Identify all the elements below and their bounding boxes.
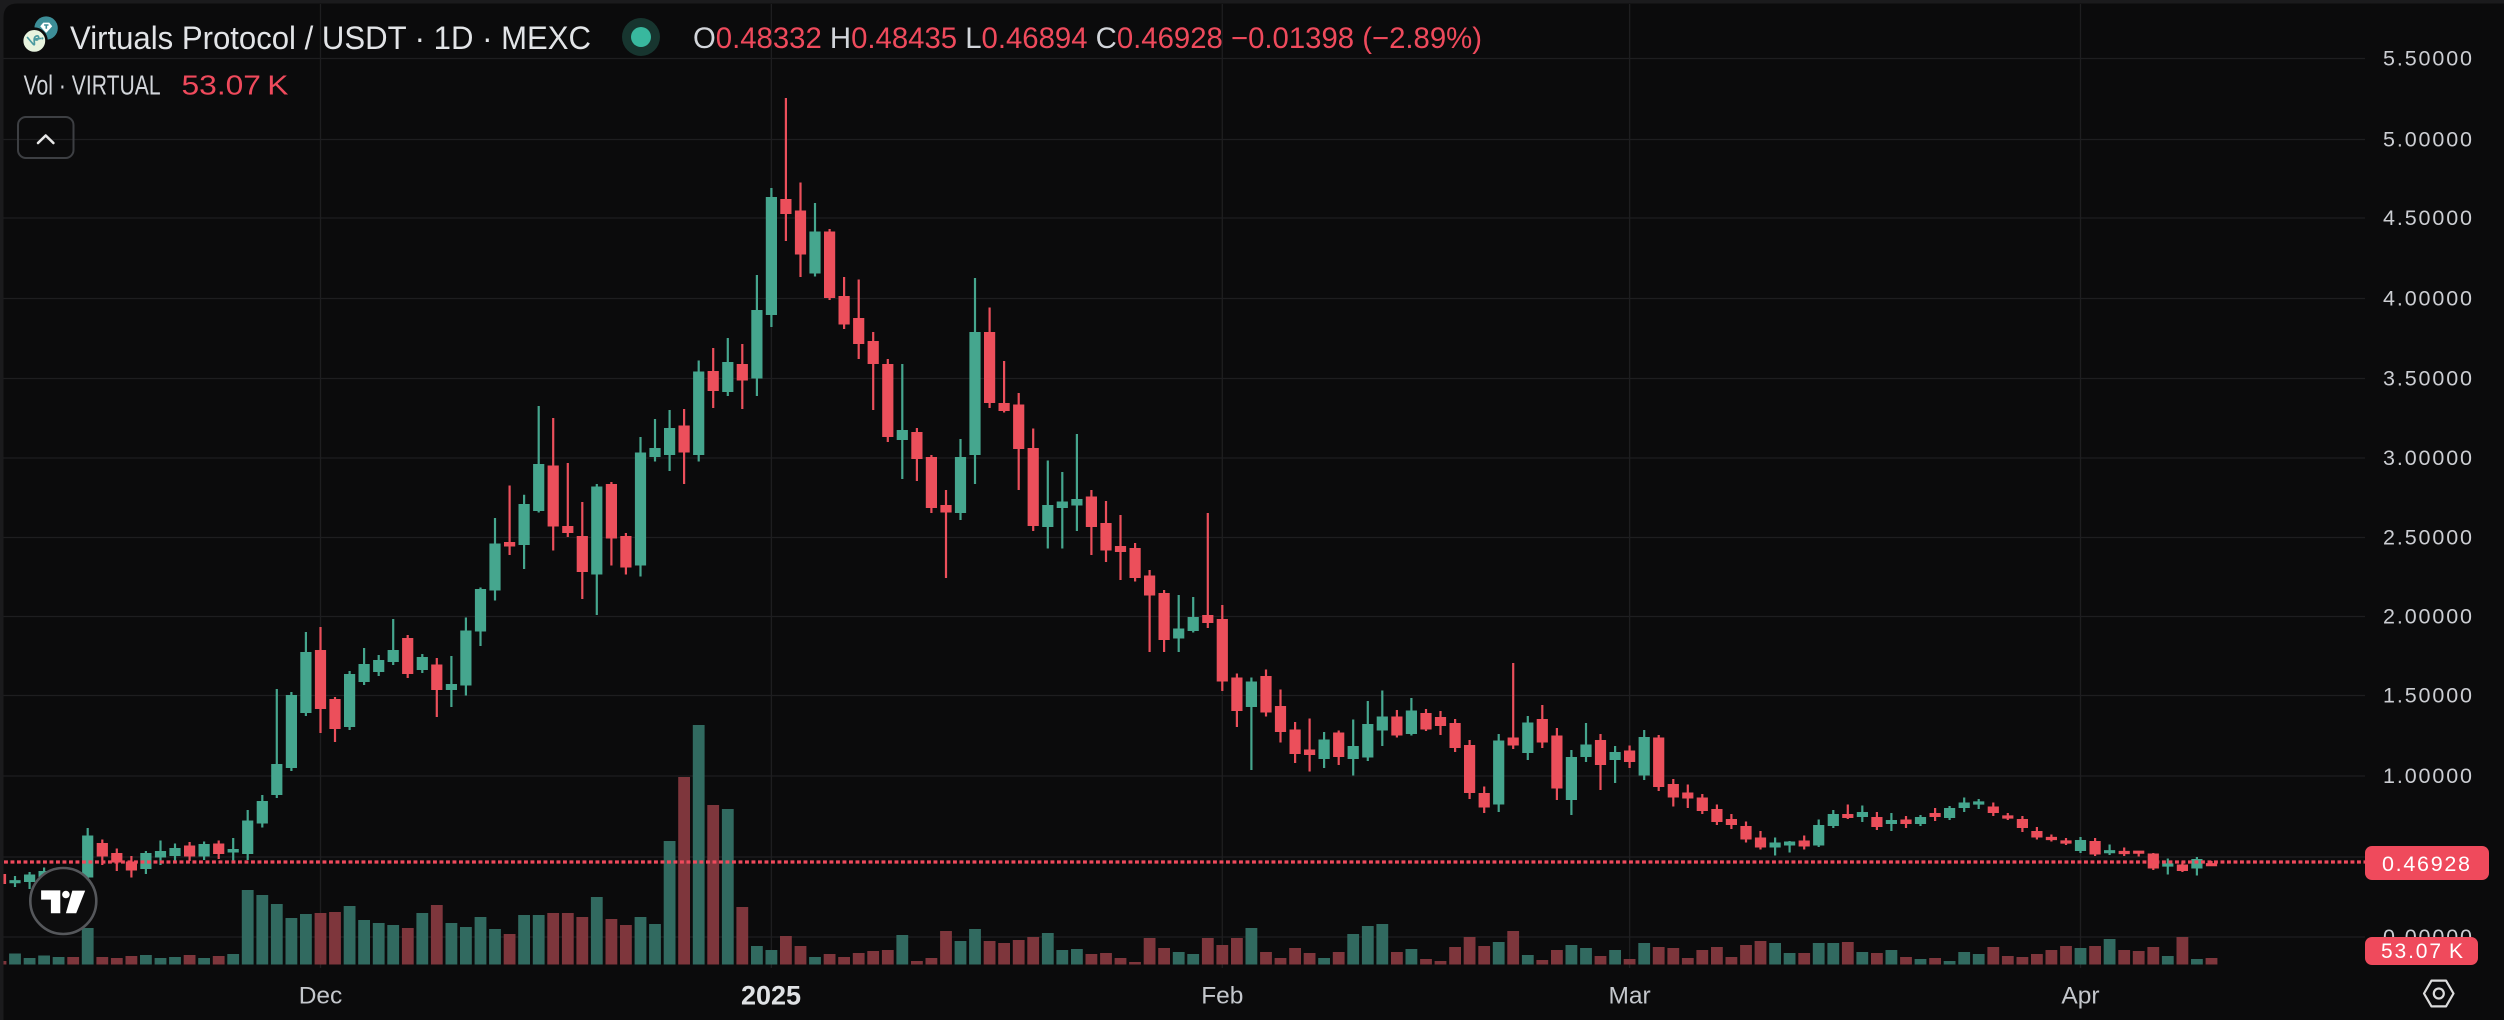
svg-text:2.50000: 2.50000 (2383, 526, 2472, 550)
svg-text:53.07 K: 53.07 K (2381, 940, 2463, 963)
svg-text:Virtuals Protocol / USDT · 1D: Virtuals Protocol / USDT · 1D · MEXC (70, 20, 591, 56)
svg-text:Mar: Mar (1608, 983, 1650, 1010)
svg-text:1.00000: 1.00000 (2383, 764, 2472, 788)
svg-text:53.07 K: 53.07 K (182, 70, 289, 101)
svg-text:O0.48332 H0.48435 L0.46894 C0.: O0.48332 H0.48435 L0.46894 C0.46928 −0.0… (693, 22, 1482, 55)
svg-text:0.46928: 0.46928 (2382, 852, 2470, 876)
svg-text:1.50000: 1.50000 (2383, 684, 2472, 708)
svg-text:2025: 2025 (741, 981, 801, 1011)
svg-text:2.00000: 2.00000 (2383, 605, 2472, 629)
svg-text:5.50000: 5.50000 (2383, 47, 2472, 71)
svg-text:Dec: Dec (299, 983, 343, 1010)
svg-text:3.00000: 3.00000 (2383, 446, 2472, 470)
svg-text:Apr: Apr (2061, 983, 2099, 1010)
svg-text:3.50000: 3.50000 (2383, 367, 2472, 391)
svg-text:Vol · VIRTUAL: Vol · VIRTUAL (24, 70, 161, 101)
svg-text:5.00000: 5.00000 (2383, 128, 2472, 152)
svg-text:4.00000: 4.00000 (2383, 287, 2472, 311)
svg-text:4.50000: 4.50000 (2383, 206, 2472, 230)
svg-text:Feb: Feb (1201, 983, 1243, 1010)
